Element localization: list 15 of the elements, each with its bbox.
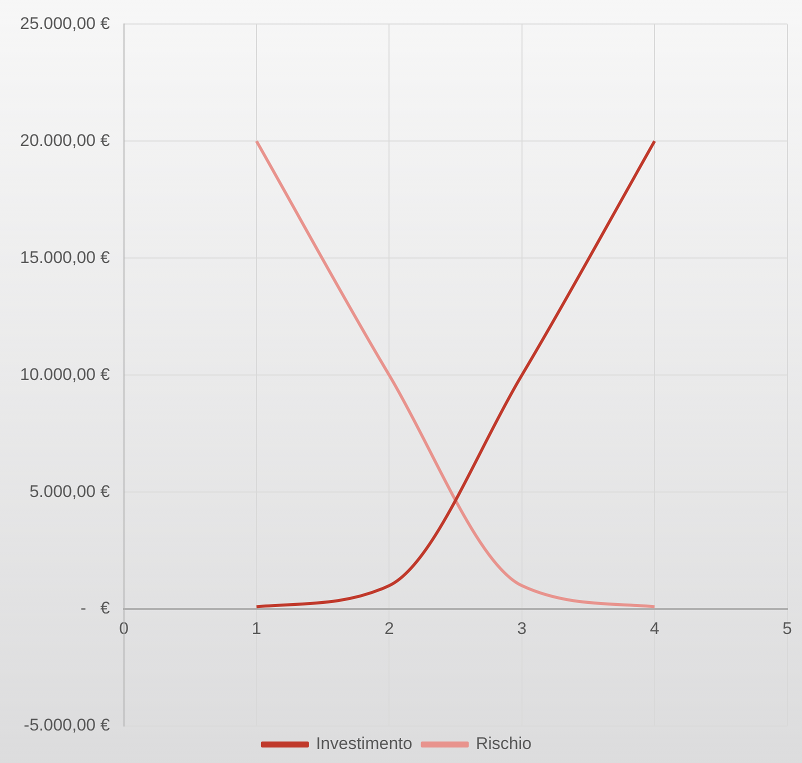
y-tick-label: - € [80,598,110,618]
x-tick-label: 4 [650,618,660,638]
y-tick-label: 20.000,00 € [20,130,110,150]
x-tick-label: 1 [252,618,262,638]
y-tick-label: 15.000,00 € [20,248,110,267]
y-tick-label: -5.000,00 € [24,716,110,735]
line-series [255,140,656,608]
legend-label: Rischio [476,734,532,754]
x-tick-label: 2 [384,618,394,638]
x-tick-label: 5 [782,618,792,638]
x-tick-label: 3 [517,618,527,638]
y-tick-label: 25.000,00 € [20,14,110,33]
y-tick-label: 10.000,00 € [20,364,110,384]
y-tick-label: 5.000,00 € [29,482,110,501]
legend-label: Investimento [316,734,412,754]
